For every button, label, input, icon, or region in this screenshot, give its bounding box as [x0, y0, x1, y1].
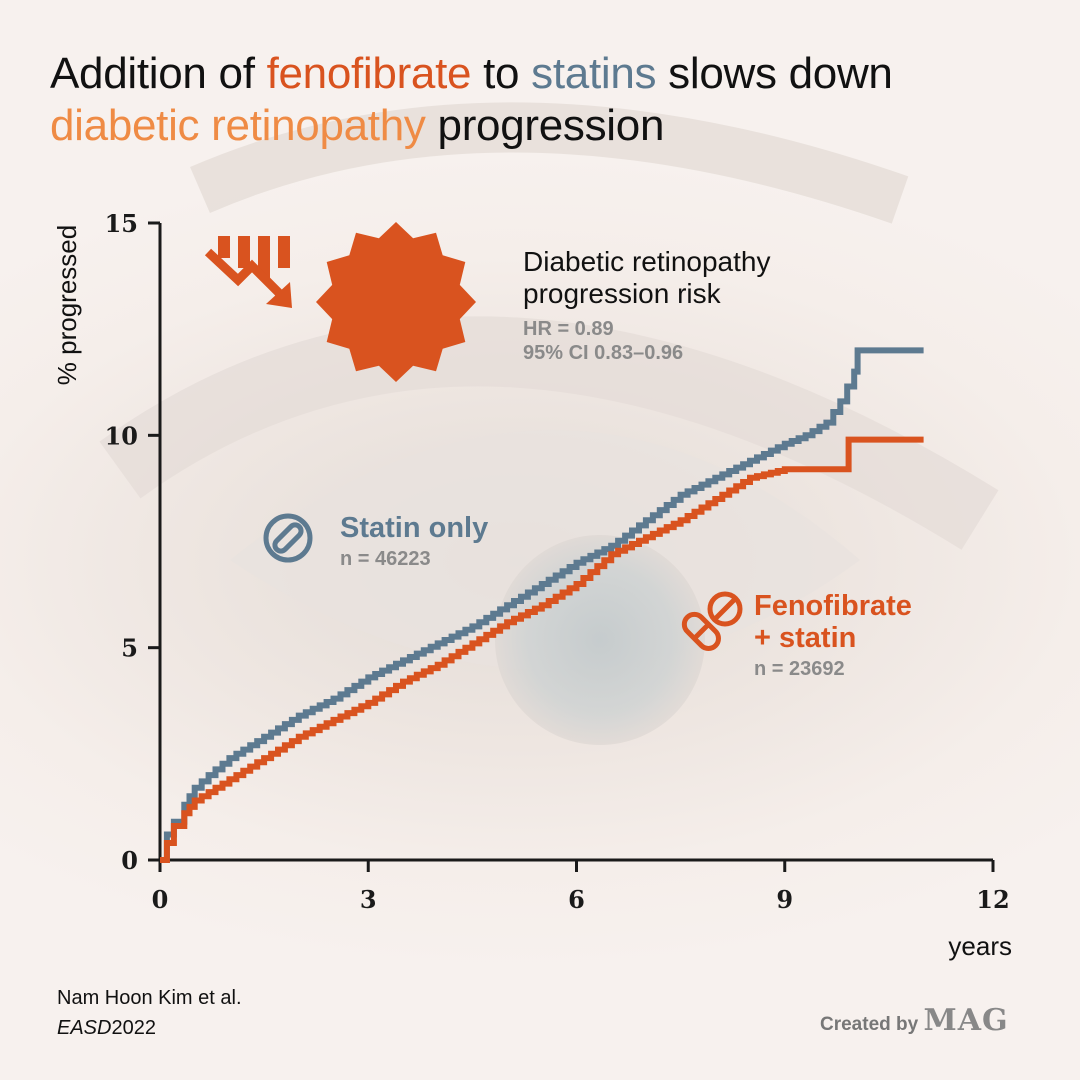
legend-feno-n: n = 23692 — [754, 658, 845, 680]
x-tick-label: 6 — [568, 885, 585, 914]
x-tick-label: 9 — [776, 885, 793, 914]
x-axis-title: years — [948, 931, 1012, 961]
risk-title: Diabetic retinopathy progression risk — [523, 246, 771, 309]
series-statin-line — [160, 347, 924, 863]
legend-statin-label: Statin only — [340, 512, 489, 544]
title-statins: statins — [531, 49, 657, 98]
citation-conference: EASD2022 — [57, 1017, 156, 1039]
hr-value: HR = 0.89 — [523, 318, 614, 340]
page-title: Addition of fenofibrate to statins slows… — [50, 49, 893, 150]
citation-authors: Nam Hoon Kim et al. — [57, 987, 242, 1009]
x-tick-label: 0 — [152, 885, 169, 914]
title-fenofibrate: fenofibrate — [266, 49, 472, 98]
trend-down-icon — [204, 236, 292, 308]
ci-value: 95% CI 0.83–0.96 — [523, 342, 684, 364]
series-feno-line — [160, 436, 924, 863]
credit: Created by MAG — [820, 1003, 1009, 1038]
hazard-ratio: HR = 0.89 95% CI 0.83–0.96 — [523, 317, 683, 365]
risk-badge — [316, 222, 476, 382]
y-tick-label: 15 — [105, 209, 138, 238]
y-tick-label: 0 — [121, 846, 138, 875]
x-tick-label: 12 — [976, 885, 1009, 914]
citation: Nam Hoon Kim et al. EASD2022 — [57, 983, 242, 1043]
y-axis-title: % progressed — [52, 225, 82, 385]
legend-feno-label-2: + statin — [754, 622, 857, 654]
x-tick-label: 3 — [360, 885, 377, 914]
y-tick-label: 10 — [105, 421, 138, 450]
legend-feno-label-1: Fenofibrate — [754, 590, 912, 622]
y-tick-label: 5 — [121, 634, 138, 663]
legend-feno: Fenofibrate + statin n = 23692 — [754, 590, 912, 681]
pill-icon — [263, 513, 313, 563]
title-disease: diabetic retinopathy — [50, 101, 426, 150]
legend-statin: Statin only n = 46223 — [340, 512, 488, 571]
mag-logo: MAG — [923, 1003, 1009, 1038]
legend-statin-n: n = 46223 — [340, 548, 431, 570]
pills-icon — [681, 591, 743, 651]
